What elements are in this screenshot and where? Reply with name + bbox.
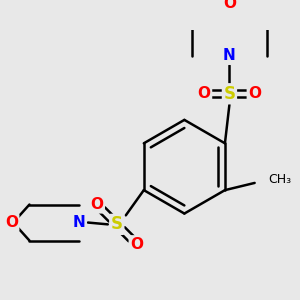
Text: O: O — [5, 215, 18, 230]
Text: O: O — [198, 86, 211, 101]
Text: N: N — [73, 215, 85, 230]
Text: S: S — [224, 85, 236, 103]
Text: O: O — [248, 86, 261, 101]
Text: O: O — [223, 0, 236, 11]
Text: CH₃: CH₃ — [268, 173, 291, 186]
Text: S: S — [111, 215, 123, 233]
Text: O: O — [91, 197, 103, 212]
Text: O: O — [130, 237, 143, 252]
Text: N: N — [223, 48, 236, 63]
